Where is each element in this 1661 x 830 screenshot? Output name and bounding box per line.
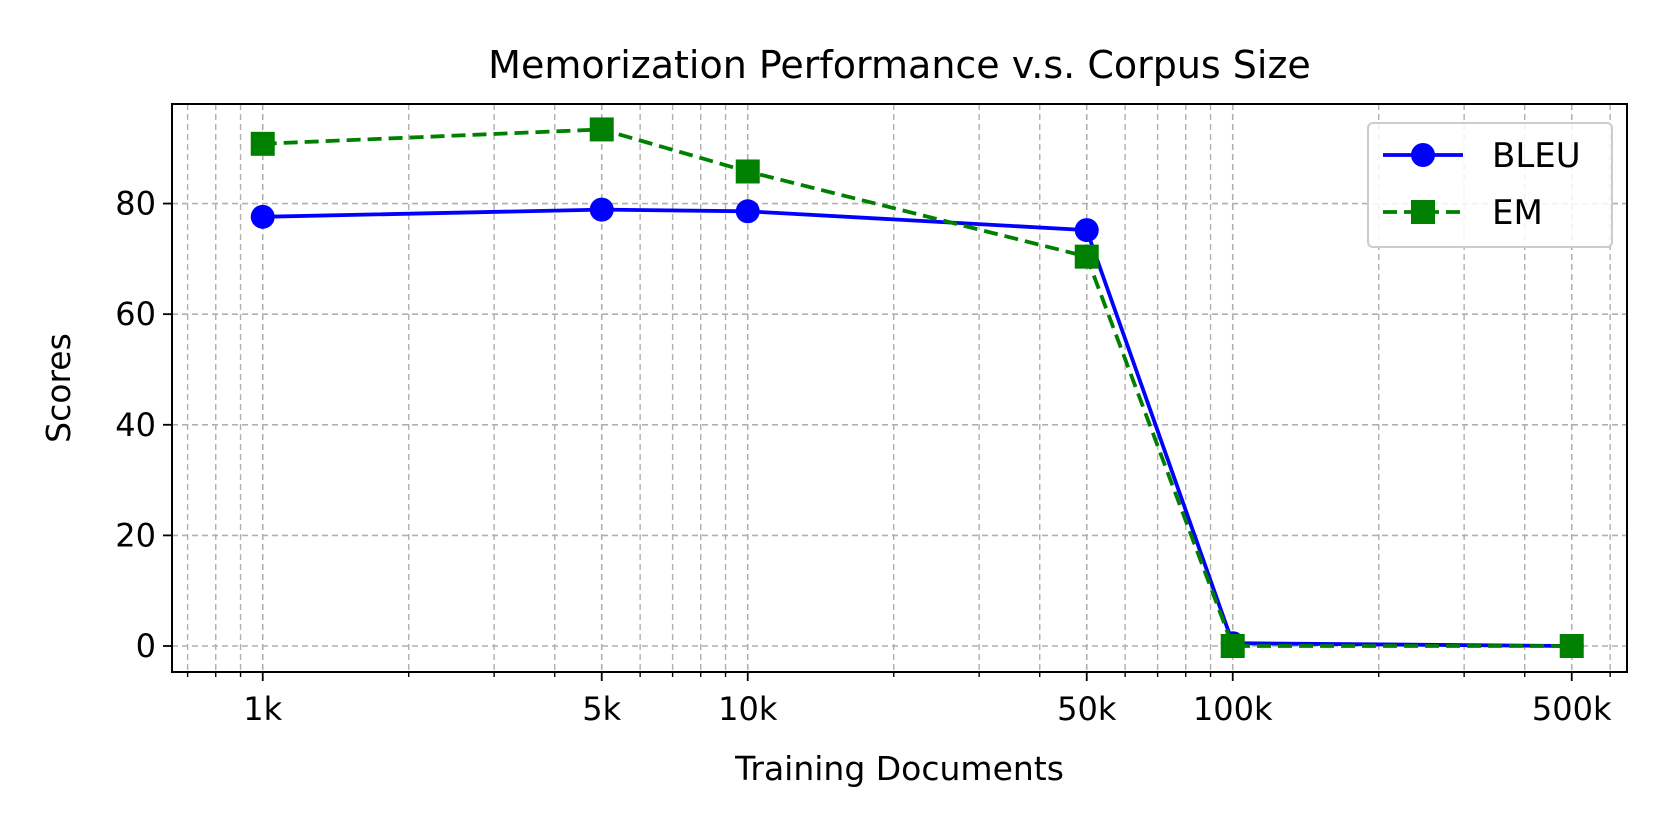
ticks: 1k 5k 10k 50k 100k 500k 0 20 40 60 80 <box>115 185 1612 728</box>
legend-marker-em <box>1411 200 1435 224</box>
series-layer <box>250 117 1584 659</box>
legend-marker-bleu <box>1411 143 1435 167</box>
x-axis-label: Training Documents <box>734 749 1064 788</box>
plot-frame <box>171 103 1628 673</box>
data-point-bleu <box>250 204 275 229</box>
series-line-bleu <box>262 207 1572 648</box>
y-tick-label: 60 <box>115 295 156 333</box>
chart-title: Memorization Performance v.s. Corpus Siz… <box>488 43 1311 87</box>
y-tick-label: 80 <box>115 185 156 223</box>
data-point-em <box>735 159 760 184</box>
data-point-em <box>1559 634 1584 659</box>
y-tick-label: 40 <box>115 406 156 444</box>
x-tick-label: 100k <box>1193 690 1273 728</box>
data-point-em <box>1220 634 1245 659</box>
y-axis-label: Scores <box>39 333 78 443</box>
data-point-bleu <box>735 199 760 224</box>
legend: BLEU EM <box>1367 122 1613 248</box>
x-tick-label: 10k <box>718 690 778 728</box>
legend-label-bleu: BLEU <box>1492 136 1581 176</box>
data-point-em <box>1074 244 1099 269</box>
series-line-em <box>262 127 1572 648</box>
data-point-em <box>589 117 614 142</box>
x-tick-label: 50k <box>1057 690 1117 728</box>
x-tick-label: 5k <box>582 690 621 728</box>
y-tick-label: 20 <box>115 516 156 554</box>
data-point-bleu <box>1074 218 1099 243</box>
y-tick-label: 0 <box>136 627 156 665</box>
x-tick-label: 1k <box>243 690 282 728</box>
legend-label-em: EM <box>1492 193 1543 233</box>
data-point-bleu <box>589 197 614 222</box>
data-point-em <box>250 131 275 156</box>
x-tick-label: 500k <box>1532 690 1612 728</box>
